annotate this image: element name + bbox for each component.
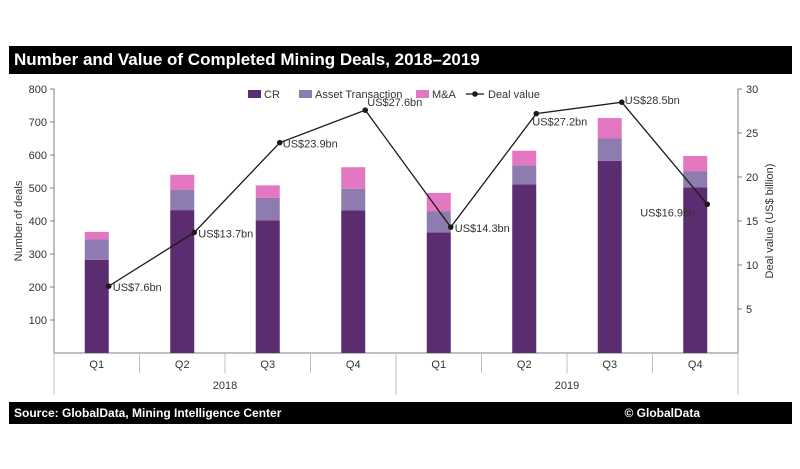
deal-value-point — [276, 139, 283, 146]
bar-m-a — [341, 167, 366, 189]
deal-value-point — [533, 110, 540, 117]
legend-label: CR — [264, 89, 280, 101]
bar-m-a — [255, 185, 280, 198]
title-bar: Number and Value of Completed Mining Dea… — [9, 46, 792, 74]
x-tick-label: Q4 — [688, 359, 703, 371]
bar-asset-transaction — [426, 211, 451, 233]
deal-value-point — [704, 201, 711, 208]
bar-m-a — [84, 231, 109, 240]
bar-cr — [597, 160, 622, 353]
bar-asset-transaction — [512, 165, 537, 185]
bar-cr — [512, 184, 537, 353]
legend-swatch — [248, 90, 261, 98]
deal-value-point — [191, 229, 198, 236]
deal-value-point — [447, 224, 454, 230]
deal-value-label: US$14.3bn — [455, 223, 510, 235]
bar-asset-transaction — [597, 138, 622, 161]
legend-label: Deal value — [488, 89, 540, 101]
y-tick-label: 500 — [29, 183, 47, 195]
footer-bar: Source: GlobalData, Mining Intelligence … — [9, 402, 792, 424]
legend-swatch — [416, 90, 429, 98]
deal-value-point — [362, 107, 369, 113]
x-tick-label: Q3 — [260, 359, 275, 371]
y-tick-label: 800 — [29, 84, 47, 96]
deal-value-label: US$28.5bn — [625, 95, 680, 107]
x-group-label: 2018 — [213, 380, 237, 392]
bar-m-a — [170, 174, 195, 190]
deal-value-line — [108, 101, 708, 287]
bar-cr — [341, 210, 366, 353]
bar-asset-transaction — [255, 197, 280, 221]
legend-label: M&A — [432, 89, 457, 101]
y-tick-label: 200 — [29, 282, 47, 294]
y-tick-label: 600 — [29, 150, 47, 162]
x-tick-label: Q1 — [431, 359, 446, 371]
deal-value-label: US$13.7bn — [198, 228, 253, 240]
y2-tick-label: 25 — [746, 128, 758, 140]
y-tick-label: 300 — [29, 249, 47, 261]
y-tick-label: 400 — [29, 216, 47, 228]
deal-value-label: US$27.2bn — [532, 117, 587, 129]
deal-value-point — [105, 283, 112, 289]
y2-axis-title: Deal value (US$ billion) — [764, 164, 776, 279]
x-tick-label: Q1 — [89, 359, 104, 371]
bar-asset-transaction — [341, 188, 366, 211]
deal-value-label: US$23.9bn — [283, 139, 338, 151]
deal-value-label: US$16.9bn — [640, 207, 695, 219]
bar-asset-transaction — [170, 189, 195, 211]
y-tick-label: 700 — [29, 117, 47, 129]
bar-cr — [426, 232, 451, 353]
y2-tick-label: 30 — [746, 84, 758, 96]
x-tick-label: Q3 — [602, 359, 617, 371]
chart-title: Number and Value of Completed Mining Dea… — [14, 50, 480, 69]
deal-value-label: US$7.6bn — [113, 282, 162, 294]
x-group-label: 2019 — [555, 380, 579, 392]
y2-tick-label: 5 — [746, 304, 752, 316]
legend-marker — [472, 91, 478, 97]
y-axis-title: Number of deals — [13, 180, 25, 261]
legend-label: Asset Transaction — [315, 89, 402, 101]
bar-cr — [683, 187, 708, 353]
brand-credit: © GlobalData — [624, 406, 700, 420]
bar-asset-transaction — [84, 239, 109, 260]
y2-tick-label: 20 — [746, 172, 758, 184]
legend-swatch — [299, 90, 312, 98]
y2-tick-label: 10 — [746, 260, 758, 272]
y2-tick-label: 15 — [746, 216, 758, 228]
bar-cr — [170, 210, 195, 353]
x-tick-label: Q2 — [517, 359, 532, 371]
bar-cr — [255, 220, 280, 353]
bar-m-a — [597, 118, 622, 139]
bar-m-a — [426, 192, 451, 212]
bar-cr — [84, 259, 109, 353]
deal-value-label: US$27.6bn — [367, 97, 422, 109]
source-note: Source: GlobalData, Mining Intelligence … — [14, 406, 282, 420]
x-tick-label: Q4 — [346, 359, 361, 371]
y-tick-label: 100 — [29, 315, 47, 327]
x-tick-label: Q2 — [175, 359, 190, 371]
deal-value-point — [618, 99, 625, 105]
bar-m-a — [512, 150, 537, 166]
bar-m-a — [683, 155, 708, 172]
